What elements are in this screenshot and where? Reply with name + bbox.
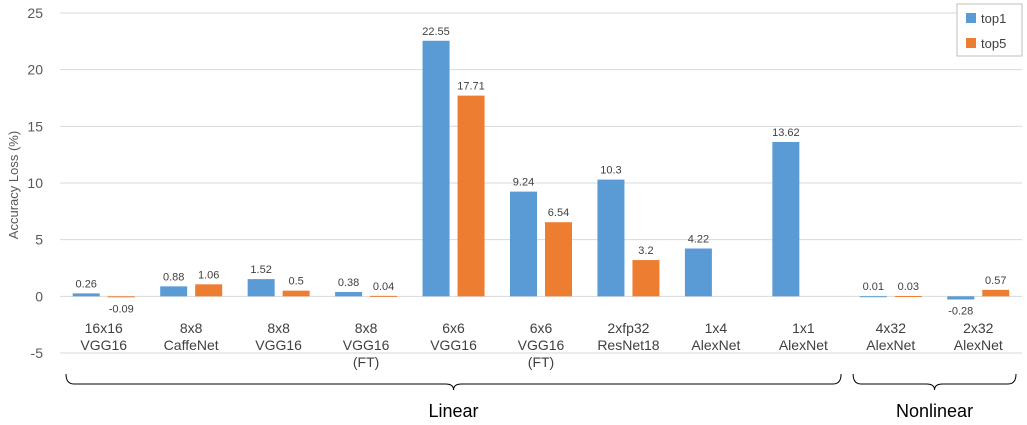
bar-top5 xyxy=(894,295,922,297)
y-axis-ticks: -5 0 5 10 15 20 25 xyxy=(27,5,43,361)
y-tick-label: 10 xyxy=(27,175,43,191)
category-label: (FT) xyxy=(528,354,554,370)
bar-top1 xyxy=(72,293,100,297)
bar-top5 xyxy=(545,222,572,297)
data-label-top1: 13.62 xyxy=(772,127,800,139)
bar-top5 xyxy=(282,290,310,297)
data-label-top1: 22.55 xyxy=(422,26,450,38)
bars xyxy=(72,40,1010,300)
bar-top5 xyxy=(195,284,223,297)
bar-top5 xyxy=(982,289,1010,297)
category-label: AlexNet xyxy=(866,337,915,353)
bar-top1 xyxy=(859,296,887,298)
y-tick-label: 0 xyxy=(35,288,43,304)
category-label: VGG16 xyxy=(343,337,390,353)
group-label: Nonlinear xyxy=(896,401,973,421)
category-label: VGG16 xyxy=(255,337,302,353)
data-label-top1: 9.24 xyxy=(513,177,534,189)
data-label-top1: 0.26 xyxy=(76,278,97,290)
bar-top1 xyxy=(247,279,275,297)
bar-top5 xyxy=(457,95,485,297)
bar-top5 xyxy=(107,296,135,298)
bar-top5 xyxy=(632,260,660,297)
group-bracket xyxy=(65,373,842,391)
category-label: 16x16 xyxy=(85,320,123,336)
category-label: AlexNet xyxy=(779,337,828,353)
data-label-top5: 0.03 xyxy=(898,281,919,293)
data-label-top1: 0.38 xyxy=(338,277,359,289)
category-label: CaffeNet xyxy=(164,337,219,353)
data-label-top1: 10.3 xyxy=(600,165,621,177)
legend-label-top1: top1 xyxy=(981,11,1006,26)
bar-top1 xyxy=(772,141,800,297)
y-tick-label: -5 xyxy=(31,345,44,361)
bar-top1 xyxy=(160,286,188,297)
category-label: 6x6 xyxy=(442,320,465,336)
y-axis-label: Accuracy Loss (%) xyxy=(6,131,21,239)
category-label: ResNet18 xyxy=(597,337,659,353)
y-tick-label: 25 xyxy=(27,5,43,21)
category-label: 2xfp32 xyxy=(607,320,649,336)
category-label: VGG16 xyxy=(518,337,565,353)
data-label-top1: -0.28 xyxy=(948,306,973,318)
data-label-top1: 0.01 xyxy=(863,281,884,293)
data-label-top5: 0.04 xyxy=(373,281,394,293)
y-tick-label: 20 xyxy=(27,62,43,78)
bar-top1 xyxy=(510,191,537,297)
y-tick-label: 15 xyxy=(27,118,43,134)
category-label: VGG16 xyxy=(430,337,477,353)
data-label-top5: 0.57 xyxy=(985,275,1006,287)
category-label: (FT) xyxy=(353,354,379,370)
data-label-top5: 3.2 xyxy=(638,245,653,257)
data-label-top1: 4.22 xyxy=(688,234,709,246)
group-bracket xyxy=(852,373,1017,391)
data-label-top5: 1.06 xyxy=(198,269,219,281)
grid-lines xyxy=(60,12,1022,354)
group-label: Linear xyxy=(429,401,479,421)
category-label: 8x8 xyxy=(355,320,378,336)
data-label-top5: 17.71 xyxy=(457,81,485,93)
category-label: 8x8 xyxy=(267,320,290,336)
data-label-top5: -0.09 xyxy=(109,303,134,315)
category-label: 6x6 xyxy=(530,320,553,336)
bar-top1 xyxy=(335,292,363,297)
bar-top5 xyxy=(370,295,398,297)
bar-top1 xyxy=(422,40,450,297)
legend-label-top5: top5 xyxy=(981,36,1006,51)
legend-swatch-top1 xyxy=(966,13,976,23)
data-label-top1: 0.88 xyxy=(163,271,184,283)
category-label: 1x1 xyxy=(792,320,815,336)
bar-top1 xyxy=(597,179,625,297)
data-label-top1: 1.52 xyxy=(250,264,271,276)
category-label: 4x32 xyxy=(876,320,907,336)
bar-top1 xyxy=(684,248,712,297)
category-label: AlexNet xyxy=(691,337,740,353)
category-label: 2x32 xyxy=(963,320,994,336)
y-tick-label: 5 xyxy=(35,232,43,248)
category-label: 8x8 xyxy=(180,320,203,336)
data-label-top5: 6.54 xyxy=(548,207,569,219)
legend: top1 top5 xyxy=(956,3,1023,57)
group-brackets: Linear Nonlinear xyxy=(65,373,1017,421)
category-label: 1x4 xyxy=(705,320,728,336)
category-label: VGG16 xyxy=(80,337,127,353)
category-labels: 16x16VGG168x8CaffeNet8x8VGG168x8VGG16(FT… xyxy=(80,320,1003,370)
data-label-top5: 0.5 xyxy=(288,276,303,288)
category-label: AlexNet xyxy=(954,337,1003,353)
legend-swatch-top5 xyxy=(966,38,976,48)
bar-top1 xyxy=(947,296,975,300)
data-labels: 0.26 -0.09 0.88 1.06 1.52 0.5 0.38 0.04 22.55 17.… xyxy=(76,26,1007,318)
